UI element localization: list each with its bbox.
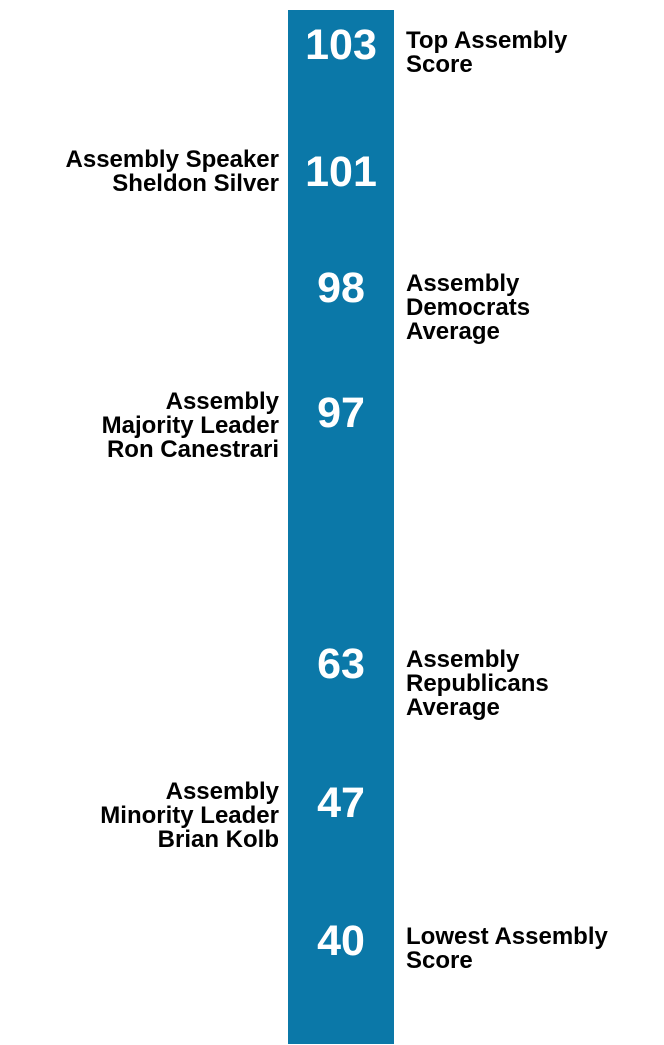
score-value-98: 98 <box>317 264 365 312</box>
score-value-97: 97 <box>317 389 365 437</box>
score-value-47: 47 <box>317 779 365 827</box>
score-label-97: Assembly Majority Leader Ron Canestrari <box>101 388 279 463</box>
score-value-40: 40 <box>317 917 365 965</box>
score-label-63: Assembly Republicans Average <box>406 646 549 721</box>
score-value-101: 101 <box>305 148 377 196</box>
score-label-47: Assembly Minority Leader Brian Kolb <box>100 778 279 853</box>
scale-bar <box>288 10 394 1044</box>
score-value-63: 63 <box>317 640 365 688</box>
score-label-101: Assembly Speaker Sheldon Silver <box>65 146 279 197</box>
score-value-103: 103 <box>305 21 377 69</box>
score-label-40: Lowest Assembly Score <box>406 923 608 974</box>
score-label-103: Top Assembly Score <box>406 27 568 78</box>
score-label-98: Assembly Democrats Average <box>406 270 531 345</box>
